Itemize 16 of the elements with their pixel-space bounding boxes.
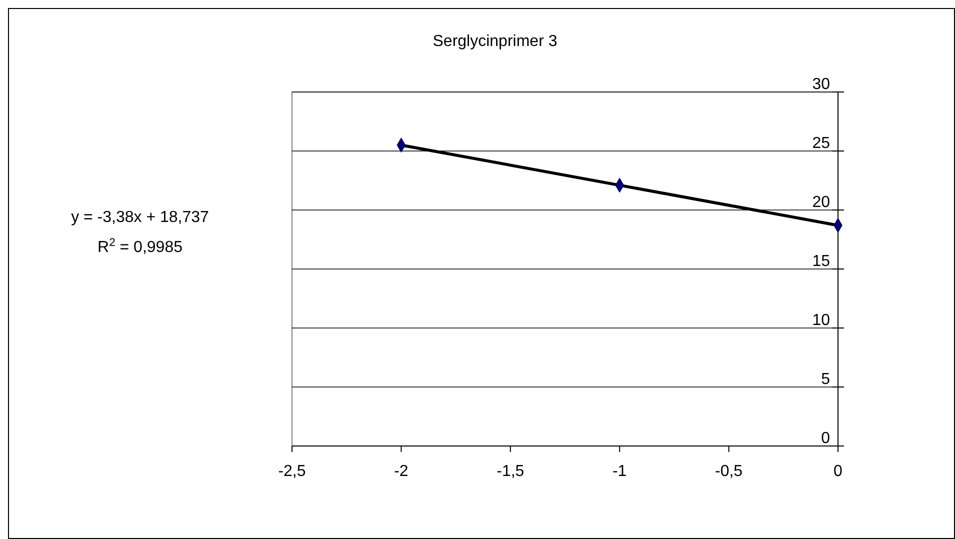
x-tick-label: -2: [394, 463, 408, 480]
text: y = -3,38x + 18,737: [71, 209, 210, 226]
y-tick-label: 30: [812, 76, 830, 93]
y-tick-label: 0: [821, 430, 830, 447]
y-tick-label: 10: [812, 312, 830, 329]
y-tick-label: 5: [821, 371, 830, 388]
x-tick-label: -1,5: [496, 463, 524, 480]
text: R$^{2}$ = 0,9985: [98, 237, 183, 256]
y-tick-label: 15: [812, 253, 830, 270]
x-tick-label: -1: [612, 463, 627, 480]
chart-title: Serglycinprimer 3: [432, 33, 558, 50]
x-tick-label: -0,5: [715, 463, 743, 480]
y-tick-label: 20: [812, 194, 830, 211]
x-tick-label: -2,5: [278, 463, 306, 480]
x-tick-label: 0: [834, 463, 843, 480]
y-tick-label: 25: [812, 135, 830, 152]
